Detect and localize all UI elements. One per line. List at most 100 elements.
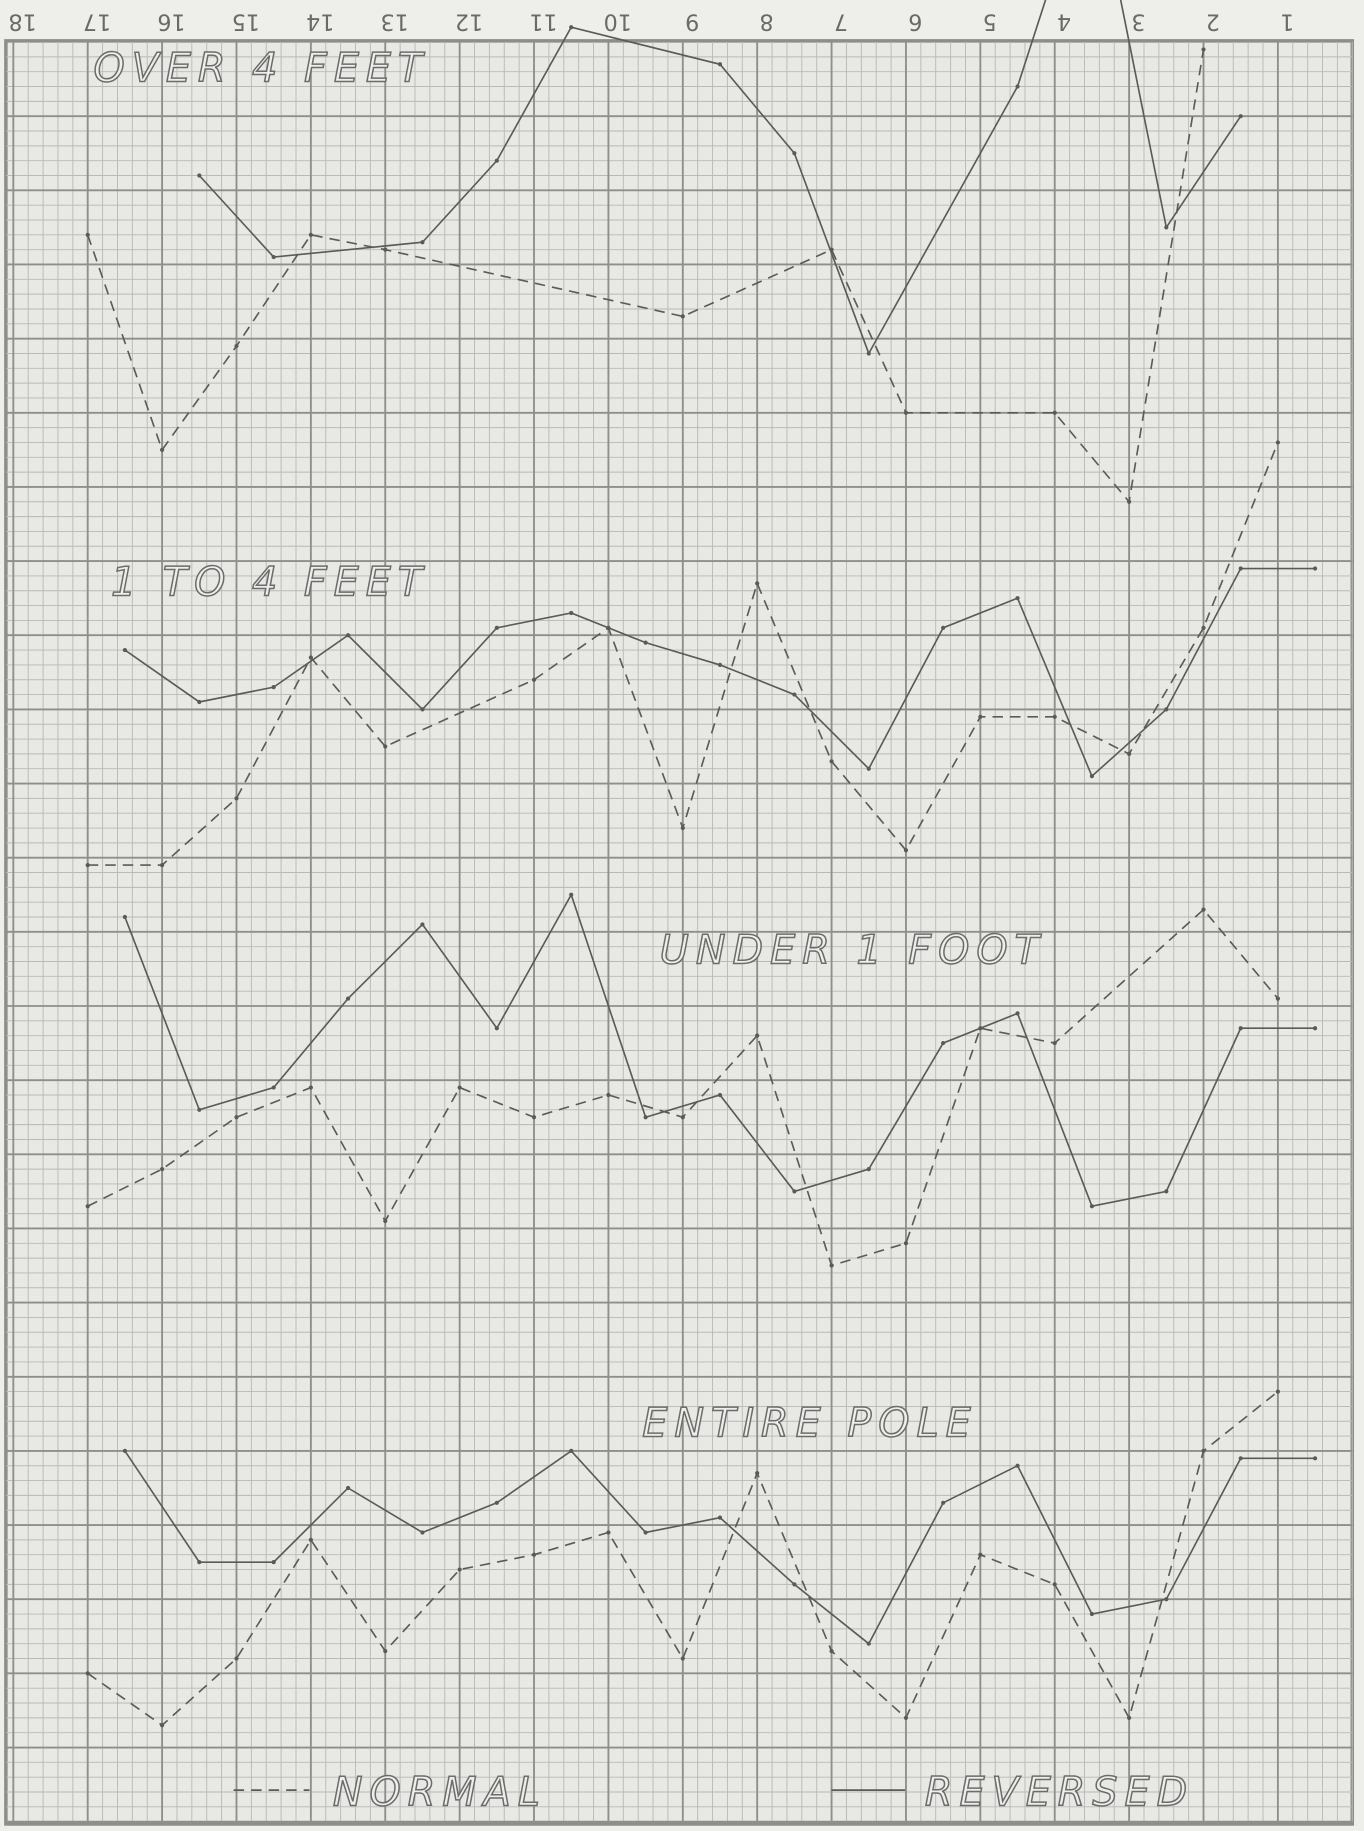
data-point <box>197 699 202 705</box>
data-point <box>866 766 871 771</box>
data-point <box>755 1471 760 1476</box>
data-point <box>569 1448 574 1454</box>
data-point <box>494 1026 499 1031</box>
data-point <box>1127 499 1132 504</box>
data-point <box>1201 1448 1206 1454</box>
data-point <box>1275 996 1280 1001</box>
data-point <box>1015 84 1020 89</box>
data-point <box>234 1115 239 1120</box>
data-point <box>1015 1463 1020 1468</box>
data-point <box>643 1115 648 1120</box>
data-point <box>420 1530 425 1535</box>
panel-title: 1 TO 4 FEET <box>111 560 429 606</box>
data-point <box>345 633 351 638</box>
data-point <box>1312 1026 1318 1031</box>
data-point <box>345 996 351 1001</box>
x-tick-label: 4 <box>1057 9 1071 35</box>
data-point <box>717 62 723 67</box>
data-point <box>197 1560 202 1565</box>
data-point <box>383 247 388 252</box>
data-point <box>1275 1389 1280 1394</box>
data-point <box>643 1530 648 1535</box>
data-point <box>1089 1204 1095 1209</box>
data-point <box>1164 1597 1169 1602</box>
data-point <box>308 232 313 237</box>
data-point <box>308 655 313 660</box>
panel-title: UNDER 1 FOOT <box>660 927 1046 973</box>
data-point <box>383 1649 388 1654</box>
data-point <box>1015 1011 1020 1016</box>
line-series <box>87 908 1279 1267</box>
data-point <box>941 1500 946 1505</box>
data-point <box>85 1204 90 1209</box>
legend-label: REVERSED <box>925 1769 1194 1815</box>
data-point <box>792 1189 797 1194</box>
x-tick-label: 17 <box>83 9 111 35</box>
data-point <box>383 744 388 749</box>
data-point <box>606 1092 611 1098</box>
data-point <box>569 610 574 616</box>
legend-label: NORMAL <box>333 1769 547 1815</box>
data-point <box>159 447 165 452</box>
data-point <box>122 914 128 920</box>
data-point <box>941 1040 946 1046</box>
data-point <box>1052 1040 1057 1046</box>
line-series <box>87 1390 1279 1727</box>
data-point <box>234 1656 239 1661</box>
data-point <box>792 1582 797 1587</box>
data-point <box>680 1656 685 1661</box>
data-point <box>717 1515 723 1520</box>
data-point <box>531 1552 537 1557</box>
data-point <box>1089 774 1095 779</box>
x-tick-label: 10 <box>604 9 632 35</box>
data-point <box>792 692 797 697</box>
data-point <box>755 581 760 586</box>
data-point <box>903 1715 909 1720</box>
x-tick-label: 15 <box>232 9 260 35</box>
data-point <box>903 410 909 415</box>
line-series <box>87 442 1279 866</box>
data-point <box>978 714 983 719</box>
data-point <box>903 1241 909 1246</box>
data-point <box>420 240 425 245</box>
data-point <box>197 173 202 178</box>
data-point <box>271 685 276 690</box>
data-point <box>1238 566 1243 571</box>
data-point <box>1275 440 1280 445</box>
data-point <box>643 640 648 645</box>
data-point <box>1015 596 1020 601</box>
data-point <box>457 1085 462 1090</box>
data-point <box>569 892 574 897</box>
grid <box>5 42 1353 1823</box>
data-point <box>1238 1456 1243 1461</box>
x-tick-label: 5 <box>983 9 997 35</box>
data-point <box>1052 1582 1057 1587</box>
data-point <box>1164 707 1169 712</box>
x-tick-label: 9 <box>685 9 699 35</box>
data-point <box>680 825 685 831</box>
data-point <box>680 314 685 319</box>
x-tick-label: 6 <box>908 9 922 35</box>
data-point <box>345 1485 351 1491</box>
data-point <box>866 1167 871 1172</box>
x-tick-label: 11 <box>529 9 557 35</box>
data-point <box>1052 410 1057 415</box>
data-point <box>85 232 90 237</box>
data-point <box>1089 1611 1095 1617</box>
data-point <box>85 863 90 868</box>
data-point <box>1127 751 1132 756</box>
data-point <box>271 1085 276 1090</box>
data-point <box>792 151 797 156</box>
data-point <box>197 1107 202 1112</box>
data-point <box>569 25 574 30</box>
x-tick-label: 16 <box>157 9 185 35</box>
data-point <box>494 625 499 630</box>
data-point <box>1201 625 1206 630</box>
x-tick-label: 7 <box>834 9 848 35</box>
data-point <box>903 848 909 853</box>
data-point <box>159 1723 165 1728</box>
x-tick-label: 18 <box>9 9 37 35</box>
data-point <box>1312 1456 1318 1461</box>
plot: 18 17 16 15 14 13 12 11 10 9 8 7 6 5 4 3 2 1 OVER 4 FEET 1 … <box>9 0 1318 1816</box>
